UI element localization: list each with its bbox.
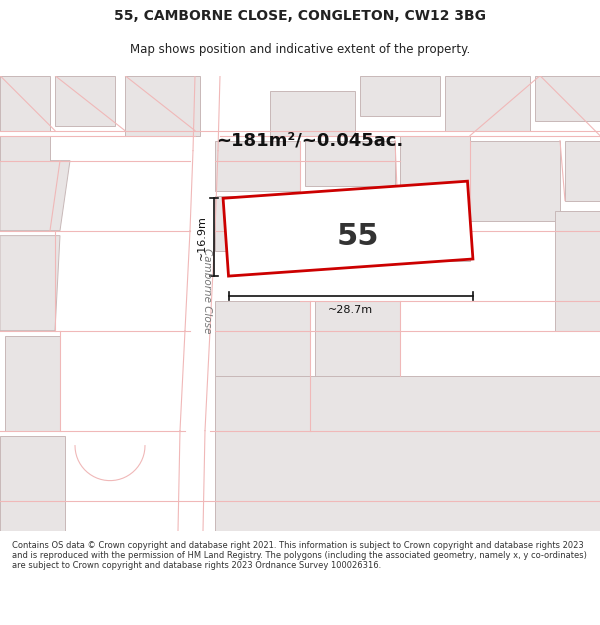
Polygon shape (223, 181, 473, 276)
Polygon shape (215, 141, 300, 191)
Polygon shape (55, 76, 115, 126)
Polygon shape (305, 196, 395, 246)
Text: ~28.7m: ~28.7m (328, 305, 373, 315)
Polygon shape (400, 136, 470, 261)
Text: 55: 55 (337, 222, 379, 251)
Polygon shape (215, 301, 310, 376)
Polygon shape (305, 141, 395, 186)
Polygon shape (0, 236, 60, 331)
Polygon shape (0, 436, 65, 531)
Polygon shape (0, 161, 70, 231)
Text: Map shows position and indicative extent of the property.: Map shows position and indicative extent… (130, 42, 470, 56)
Text: ~181m²/~0.045ac.: ~181m²/~0.045ac. (217, 132, 404, 149)
Text: 55, CAMBORNE CLOSE, CONGLETON, CW12 3BG: 55, CAMBORNE CLOSE, CONGLETON, CW12 3BG (114, 9, 486, 23)
Polygon shape (0, 76, 50, 131)
Polygon shape (0, 136, 50, 161)
Polygon shape (470, 141, 560, 221)
Polygon shape (5, 336, 60, 431)
Polygon shape (555, 211, 600, 331)
Polygon shape (215, 196, 300, 251)
Polygon shape (215, 376, 600, 531)
Polygon shape (565, 141, 600, 201)
Polygon shape (125, 76, 200, 136)
Polygon shape (315, 301, 400, 376)
Polygon shape (535, 76, 600, 121)
Text: Camborne Close: Camborne Close (202, 248, 212, 333)
Polygon shape (360, 76, 440, 116)
Text: Contains OS data © Crown copyright and database right 2021. This information is : Contains OS data © Crown copyright and d… (12, 541, 587, 571)
Text: ~16.9m: ~16.9m (197, 215, 206, 259)
Polygon shape (445, 76, 530, 131)
Polygon shape (270, 91, 355, 136)
Polygon shape (215, 381, 310, 431)
